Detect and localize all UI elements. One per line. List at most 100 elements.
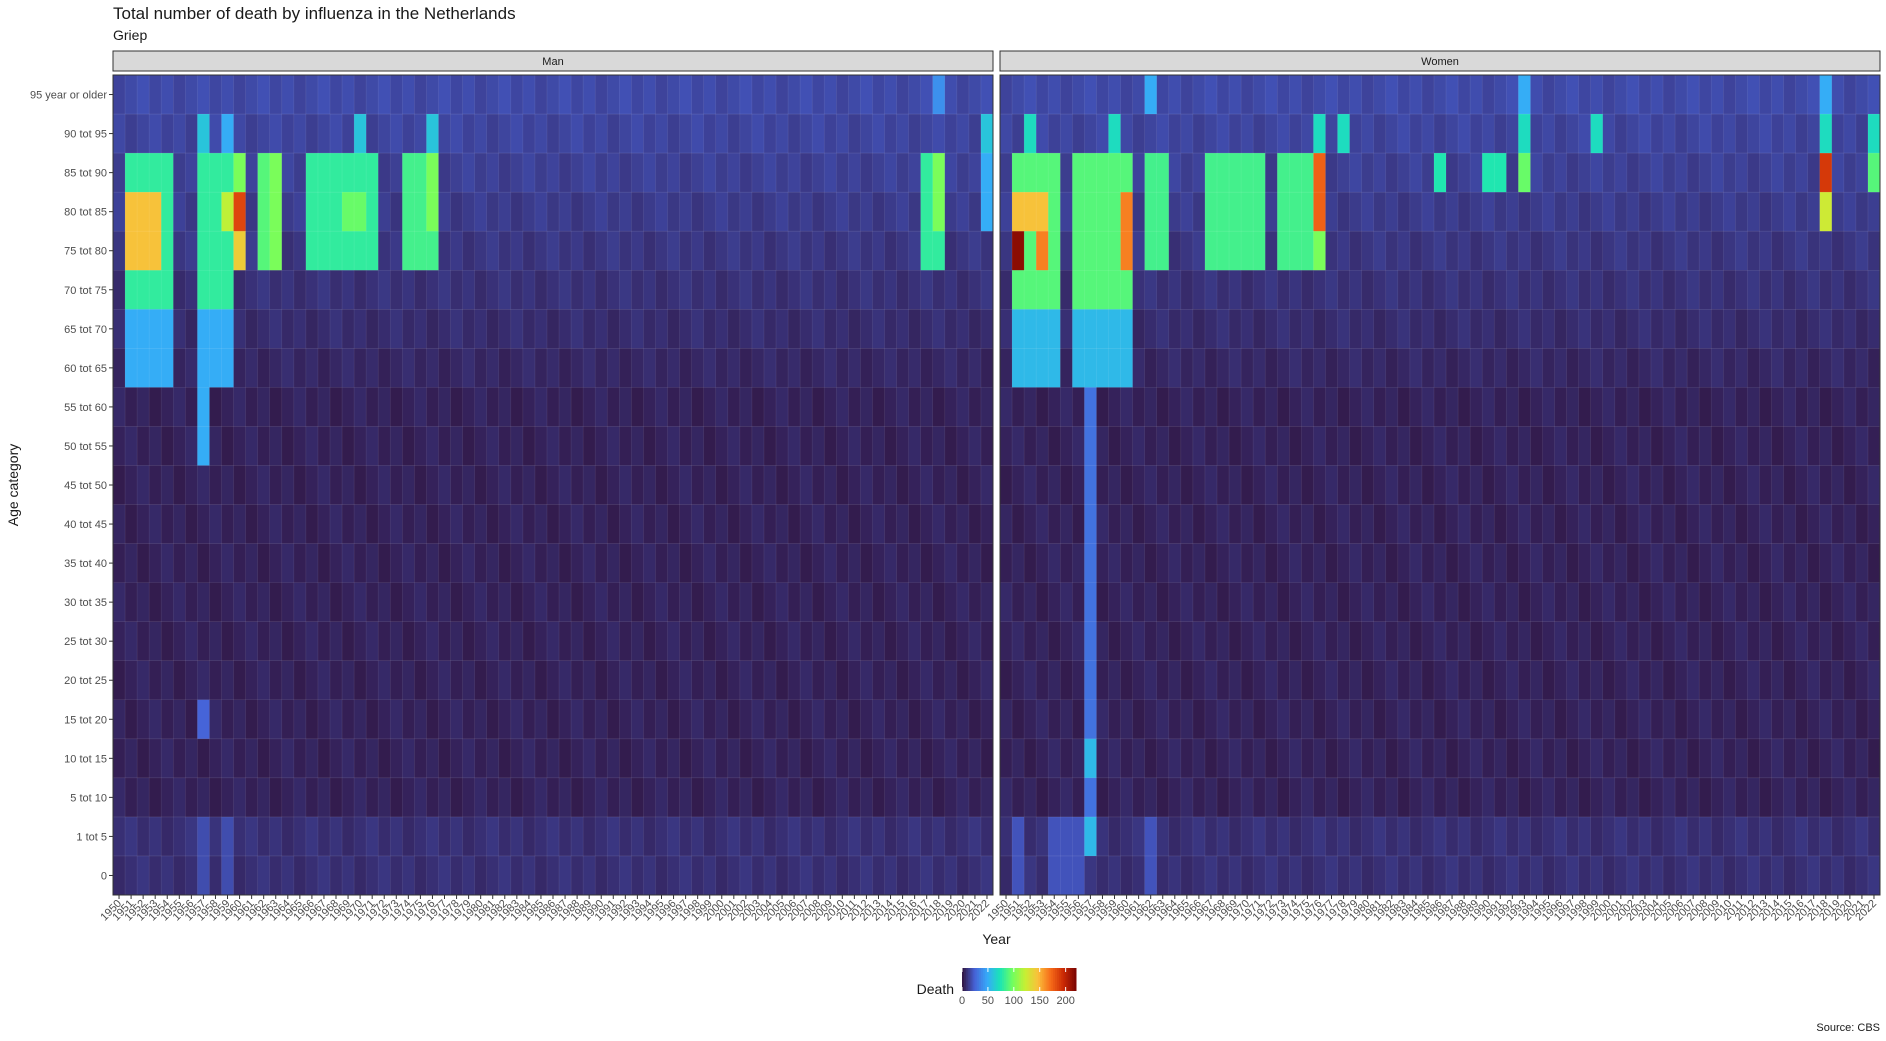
heatmap-cell [1759, 114, 1772, 154]
heatmap-cell [1204, 855, 1218, 896]
heatmap-cell [739, 75, 753, 115]
heatmap-cell [293, 153, 307, 193]
heatmap-cell [197, 660, 210, 701]
heatmap-cell [1409, 660, 1423, 701]
heatmap-cell [1446, 387, 1459, 427]
heatmap-cell [824, 465, 837, 505]
heatmap-cell [1855, 699, 1869, 740]
heatmap-cell [1277, 153, 1290, 193]
heatmap-cell [1566, 699, 1580, 740]
heatmap-cell [1433, 231, 1447, 271]
heatmap-cell [1361, 699, 1375, 740]
heatmap-cell [486, 192, 500, 232]
heatmap-cell [571, 465, 584, 505]
heatmap-cell [1771, 114, 1784, 154]
heatmap-cell [1060, 114, 1073, 154]
heatmap-cell [486, 543, 500, 584]
heatmap-cell [1096, 855, 1109, 896]
heatmap-cell [776, 504, 789, 544]
heatmap-cell [1156, 387, 1170, 427]
heatmap-cell [1482, 660, 1495, 701]
heatmap-cell [1385, 426, 1399, 466]
heatmap-cell [1397, 387, 1411, 427]
legend-colorbar-segment [1070, 968, 1073, 991]
heatmap-cell [1229, 192, 1242, 232]
heatmap-cell [1132, 504, 1146, 544]
heatmap-cell [1795, 777, 1809, 818]
heatmap-cell [643, 543, 656, 584]
heatmap-cell [619, 855, 632, 896]
legend-colorbar-segment [977, 968, 980, 991]
heatmap-cell [1409, 738, 1423, 779]
heatmap-cell [1819, 855, 1833, 896]
heatmap-cell [317, 309, 331, 349]
heatmap-cell [607, 738, 620, 779]
heatmap-cell [703, 699, 717, 740]
heatmap-cell [1072, 114, 1085, 154]
heatmap-cell [342, 75, 355, 115]
heatmap-cell [1566, 465, 1580, 505]
heatmap-cell [631, 855, 644, 896]
heatmap-cell [1120, 660, 1134, 701]
heatmap-cell [125, 465, 138, 505]
heatmap-cell [1843, 270, 1857, 310]
heatmap-cell [1687, 153, 1700, 193]
heatmap-cell [209, 270, 222, 310]
heatmap-cell [317, 699, 331, 740]
heatmap-cell [317, 582, 331, 623]
heatmap-cell [1542, 153, 1555, 193]
heatmap-cell [269, 114, 283, 154]
heatmap-cell [1723, 777, 1736, 818]
heatmap-cell [1313, 348, 1326, 388]
heatmap-cell [1120, 543, 1134, 584]
heatmap-cell [739, 543, 753, 584]
heatmap-cell [1771, 75, 1784, 115]
heatmap-cell [1421, 270, 1435, 310]
heatmap-cell [812, 348, 825, 388]
heatmap-cell [1542, 348, 1555, 388]
heatmap-cell [1663, 504, 1676, 544]
heatmap-cell [1036, 777, 1049, 818]
heatmap-cell [1578, 582, 1592, 623]
heatmap-cell [607, 114, 620, 154]
heatmap-cell [679, 504, 693, 544]
heatmap-cell [631, 387, 644, 427]
heatmap-cell [402, 777, 415, 818]
heatmap-cell [1675, 114, 1688, 154]
heatmap-cell [1385, 348, 1399, 388]
heatmap-cell [1795, 192, 1809, 232]
heatmap-cell [546, 660, 560, 701]
heatmap-cell [1867, 660, 1881, 701]
heatmap-cell [1072, 699, 1085, 740]
heatmap-cell [1397, 426, 1411, 466]
heatmap-cell [498, 660, 512, 701]
heatmap-cell [788, 504, 801, 544]
heatmap-cell [1421, 777, 1435, 818]
heatmap-cell [402, 153, 415, 193]
heatmap-cell [378, 387, 391, 427]
heatmap-cell [462, 699, 476, 740]
heatmap-cell [149, 426, 162, 466]
heatmap-cell [812, 270, 825, 310]
heatmap-cell [788, 777, 801, 818]
heatmap-cell [1735, 855, 1748, 896]
heatmap-cell [1446, 582, 1459, 623]
heatmap-cell [1096, 75, 1109, 115]
heatmap-cell [281, 426, 295, 466]
heatmap-cell [1747, 270, 1760, 310]
heatmap-cell [932, 348, 946, 388]
heatmap-cell [1156, 543, 1170, 584]
heatmap-cell [1433, 309, 1447, 349]
heatmap-cell [1120, 231, 1134, 271]
heatmap-cell [908, 387, 922, 427]
heatmap-cell [1168, 777, 1182, 818]
heatmap-cell [185, 231, 198, 271]
heatmap-cell [776, 348, 789, 388]
heatmap-cell [1144, 75, 1158, 115]
heatmap-cell [1506, 582, 1519, 623]
heatmap-cell [1253, 426, 1266, 466]
heatmap-cell [1241, 543, 1254, 584]
heatmap-cell [1120, 426, 1134, 466]
heatmap-cell [1397, 738, 1411, 779]
heatmap-cell [1590, 816, 1604, 857]
